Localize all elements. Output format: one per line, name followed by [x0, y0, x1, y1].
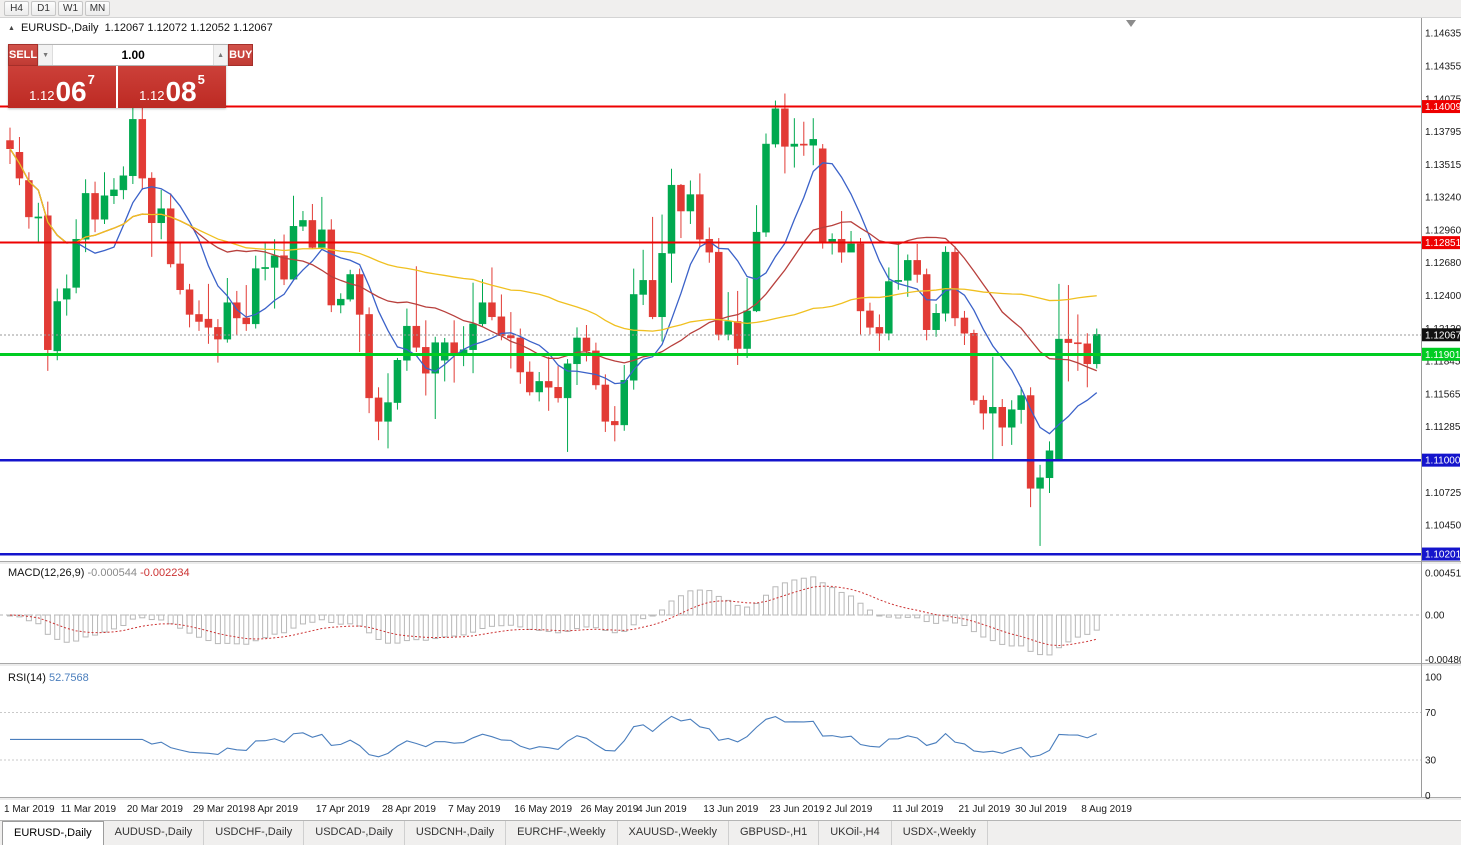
svg-text:1.14635: 1.14635	[1425, 29, 1461, 40]
svg-text:1.13795: 1.13795	[1425, 127, 1461, 138]
svg-text:7 May 2019: 7 May 2019	[448, 804, 501, 815]
svg-text:1.12680: 1.12680	[1425, 258, 1461, 269]
symbol-tab-eurusd-daily[interactable]: EURUSD-,Daily	[2, 821, 104, 845]
symbol-tab-xauusd-weekly[interactable]: XAUUSD-,Weekly	[618, 821, 729, 845]
rsi-pane: RSI(14) 52.7568 100 70 30 0	[0, 672, 1442, 802]
svg-text:0: 0	[1425, 791, 1431, 802]
one-click-price-row: 1.12 06 7 1.12 08 5	[8, 66, 226, 108]
svg-text:20 Mar 2019: 20 Mar 2019	[127, 804, 184, 815]
svg-text:1.11845: 1.11845	[1425, 356, 1461, 367]
symbol-tab-usdcad-daily[interactable]: USDCAD-,Daily	[304, 821, 405, 845]
symbol-tab-audusd-daily[interactable]: AUDUSD-,Daily	[104, 821, 205, 845]
timeframe-button-h4[interactable]: H4	[4, 1, 29, 16]
chart-ohlc-values: 1.12067 1.12072 1.12052 1.12067	[104, 22, 273, 34]
svg-text:1.13515: 1.13515	[1425, 160, 1461, 171]
svg-text:1.12851: 1.12851	[1425, 238, 1461, 249]
symbol-tab-usdchf-daily[interactable]: USDCHF-,Daily	[204, 821, 305, 845]
pane-separator	[0, 797, 1461, 801]
sell-price-pip: 7	[87, 72, 95, 87]
svg-text:8 Apr 2019: 8 Apr 2019	[250, 804, 299, 815]
rsi-label: RSI(14) 52.7568	[8, 672, 89, 684]
svg-text:1.13240: 1.13240	[1425, 192, 1461, 203]
macd-pane: MACD(12,26,9) -0.000544 -0.002234 0.00451…	[0, 567, 1461, 666]
volume-input[interactable]	[53, 45, 214, 65]
svg-text:30 Jul 2019: 30 Jul 2019	[1015, 804, 1067, 815]
svg-text:11 Mar 2019: 11 Mar 2019	[61, 804, 117, 815]
svg-text:28 Apr 2019: 28 Apr 2019	[382, 804, 436, 815]
time-axis[interactable]: 1 Mar 2019 11 Mar 2019 20 Mar 2019 29 Mar 2…	[4, 804, 1132, 815]
symbol-tab-gbpusd-h1[interactable]: GBPUSD-,H1	[729, 821, 820, 845]
timeframe-toolbar: H4 D1 W1 MN	[0, 0, 1461, 18]
svg-text:17 Apr 2019: 17 Apr 2019	[316, 804, 370, 815]
buy-price-pip: 5	[197, 72, 205, 87]
horizontal-level-lines[interactable]	[0, 105, 1421, 556]
one-click-collapse-icon[interactable]: ▲	[8, 24, 15, 32]
timeframe-button-w1[interactable]: W1	[58, 1, 83, 16]
svg-text:1.11901: 1.11901	[1425, 350, 1461, 361]
svg-text:1.11285: 1.11285	[1425, 422, 1461, 433]
moving-average-8-line	[9, 148, 1098, 435]
svg-text:1.14075: 1.14075	[1425, 94, 1461, 105]
svg-text:4 Jun 2019: 4 Jun 2019	[637, 804, 687, 815]
svg-text:1.11000: 1.11000	[1425, 456, 1461, 467]
svg-text:8 Aug 2019: 8 Aug 2019	[1081, 804, 1132, 815]
buy-button[interactable]: BUY	[228, 44, 254, 66]
pane-separator	[0, 561, 1461, 565]
svg-text:29 Mar 2019: 29 Mar 2019	[193, 804, 250, 815]
svg-text:-0.004800: -0.004800	[1425, 655, 1461, 666]
svg-text:1.10725: 1.10725	[1425, 488, 1461, 499]
moving-average-50-line	[9, 148, 1097, 332]
svg-text:21 Jul 2019: 21 Jul 2019	[958, 804, 1010, 815]
svg-text:1.12400: 1.12400	[1425, 291, 1461, 302]
svg-text:0.00: 0.00	[1425, 611, 1445, 622]
svg-text:16 May 2019: 16 May 2019	[514, 804, 572, 815]
svg-text:23 Jun 2019: 23 Jun 2019	[769, 804, 824, 815]
symbol-tab-eurchf-weekly[interactable]: EURCHF-,Weekly	[506, 821, 618, 845]
sell-price-prefix: 1.12	[29, 88, 55, 103]
volume-control: ▼ ▲	[38, 44, 229, 66]
svg-text:1.12067: 1.12067	[1425, 330, 1461, 341]
svg-text:70: 70	[1425, 708, 1437, 719]
volume-increase-button[interactable]: ▲	[213, 45, 229, 65]
svg-text:1.14355: 1.14355	[1425, 61, 1461, 72]
chart-shift-marker[interactable]	[1126, 20, 1136, 27]
chart-tabbar: EURUSD-,Daily AUDUSD-,Daily USDCHF-,Daily U…	[0, 820, 1461, 845]
svg-text:1.12960: 1.12960	[1425, 225, 1461, 236]
symbol-tab-usdcnh-daily[interactable]: USDCNH-,Daily	[405, 821, 507, 845]
volume-decrease-button[interactable]: ▼	[38, 45, 54, 65]
timeframe-button-d1[interactable]: D1	[31, 1, 56, 16]
sell-price-display[interactable]: 1.12 06 7	[8, 66, 116, 108]
chart-title-bar: ▲ EURUSD-,Daily 1.12067 1.12072 1.12052 …	[8, 22, 273, 34]
sell-button[interactable]: SELL	[8, 44, 39, 66]
svg-text:30: 30	[1425, 755, 1437, 766]
chart-symbol-label: EURUSD-,Daily	[20, 22, 99, 34]
timeframe-button-mn[interactable]: MN	[85, 1, 110, 16]
svg-text:0.004517: 0.004517	[1425, 569, 1461, 580]
svg-text:11 Jul 2019: 11 Jul 2019	[892, 804, 943, 815]
svg-text:2 Jul 2019: 2 Jul 2019	[826, 804, 873, 815]
buy-price-prefix: 1.12	[139, 88, 165, 103]
macd-label: MACD(12,26,9) -0.000544 -0.002234	[8, 567, 190, 579]
candlestick-series	[6, 93, 1101, 546]
symbol-tab-ukoil-h4[interactable]: UKOil-,H4	[819, 821, 892, 845]
symbol-tab-usdx-weekly[interactable]: USDX-,Weekly	[892, 821, 988, 845]
svg-text:13 Jun 2019: 13 Jun 2019	[703, 804, 758, 815]
svg-text:100: 100	[1425, 672, 1442, 683]
svg-text:1.14009: 1.14009	[1425, 102, 1461, 113]
svg-text:1.11565: 1.11565	[1425, 389, 1461, 400]
svg-text:1 Mar 2019: 1 Mar 2019	[4, 804, 55, 815]
pane-separator	[0, 663, 1461, 667]
buy-price-main: 08	[165, 76, 197, 108]
buy-price-display[interactable]: 1.12 08 5	[118, 66, 226, 108]
svg-text:1.10201: 1.10201	[1425, 550, 1461, 561]
sell-price-main: 06	[55, 76, 87, 108]
price-axis[interactable]: 1.14635 1.14355 1.14075 1.13795 1.13515 1.132…	[1421, 18, 1461, 797]
one-click-header-row: SELL ▼ ▲ BUY	[8, 44, 254, 66]
svg-text:1.10450: 1.10450	[1425, 520, 1461, 531]
svg-text:26 May 2019: 26 May 2019	[580, 804, 638, 815]
